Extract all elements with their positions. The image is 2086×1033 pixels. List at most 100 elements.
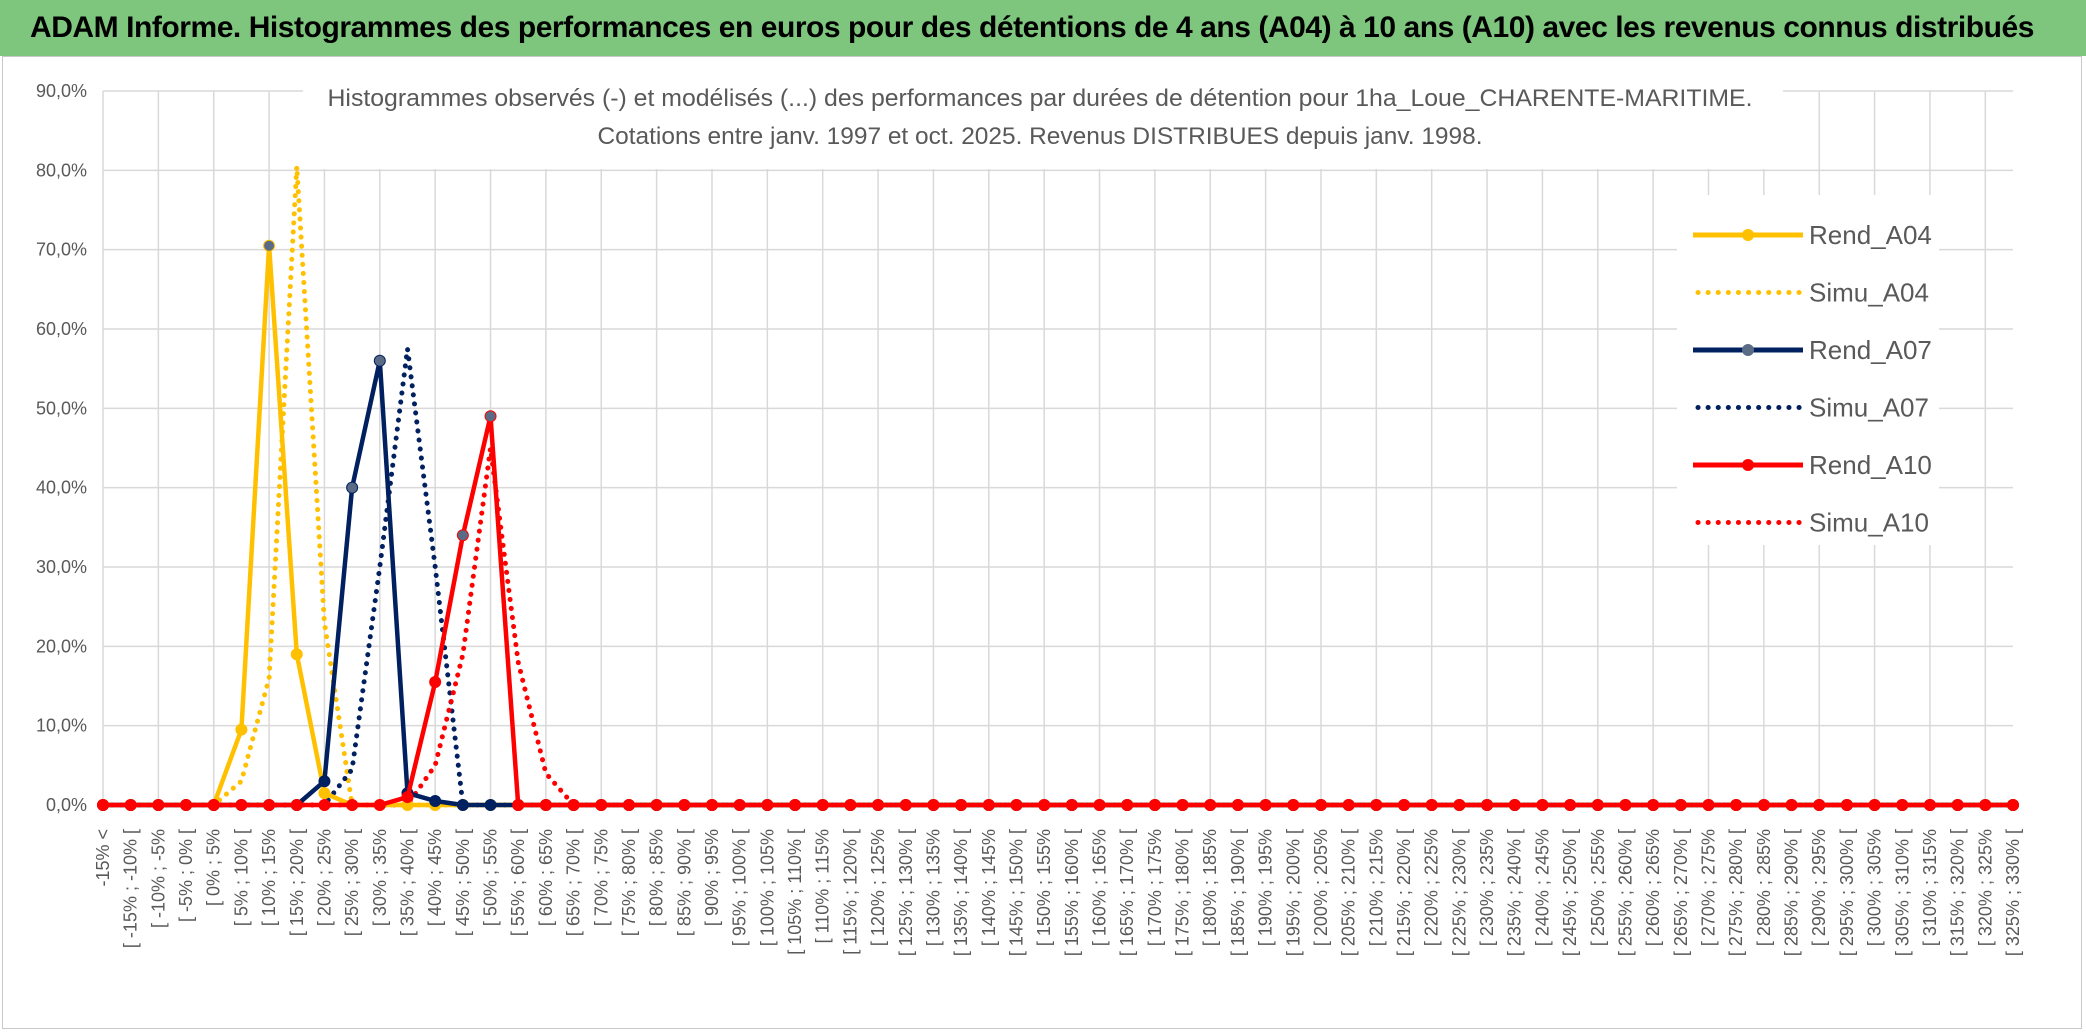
x-tick-label: [ -10% ; -5% bbox=[148, 829, 168, 928]
data-point-rend_a10 bbox=[1868, 799, 1881, 811]
data-point-rend_a10 bbox=[1370, 799, 1383, 811]
x-tick-label: [ 125% ; 130% [ bbox=[896, 829, 916, 956]
x-tick-label: [ 215% ; 220% [ bbox=[1394, 829, 1414, 956]
data-point-rend_a07 bbox=[318, 775, 331, 788]
x-tick-label: [ 25% ; 30% [ bbox=[342, 829, 362, 936]
data-point-rend_a10 bbox=[2007, 799, 2019, 811]
data-point-rend_a04 bbox=[263, 239, 276, 252]
data-point-rend_a10 bbox=[1231, 799, 1244, 811]
x-tick-label: [ 95% ; 100% [ bbox=[730, 829, 750, 946]
data-point-rend_a10 bbox=[678, 799, 691, 811]
data-point-rend_a10 bbox=[1979, 799, 1992, 811]
data-point-rend_a10 bbox=[484, 410, 497, 423]
legend-label-simu_a07: Simu_A07 bbox=[1809, 393, 1929, 423]
x-tick-label: [ 60% ; 65% bbox=[536, 829, 556, 926]
legend-label-rend_a04: Rend_A04 bbox=[1809, 220, 1932, 250]
y-tick-label: 90,0% bbox=[36, 81, 87, 101]
series-line-rend_a10 bbox=[100, 414, 2016, 808]
x-tick-label: [ 305% ; 310% [ bbox=[1892, 829, 1912, 956]
x-tick-label: [ 285% ; 290% [ bbox=[1782, 829, 1802, 956]
data-point-rend_a10 bbox=[927, 799, 940, 811]
x-tick-label: [ 315% ; 320% [ bbox=[1948, 829, 1968, 956]
data-point-rend_a10 bbox=[1314, 799, 1327, 811]
x-tick-label: [ 70% ; 75% bbox=[591, 829, 611, 926]
data-point-rend_a10 bbox=[1730, 799, 1743, 811]
x-tick-label: [ 205% ; 210% [ bbox=[1339, 829, 1359, 956]
data-point-rend_a10 bbox=[1342, 799, 1355, 811]
y-tick-label: 60,0% bbox=[36, 319, 87, 339]
x-tick-label: [ 0% ; 5% bbox=[204, 829, 224, 906]
x-tick-label: [ 90% ; 95% bbox=[702, 829, 722, 926]
data-point-rend_a10 bbox=[263, 799, 276, 811]
legend-label-simu_a04: Simu_A04 bbox=[1809, 278, 1929, 308]
x-tick-label: [ 35% ; 40% [ bbox=[397, 829, 417, 936]
x-tick-label: [ 75% ; 80% [ bbox=[619, 829, 639, 936]
x-tick-label: [ 200% ; 205% bbox=[1311, 829, 1331, 946]
x-tick-label: [ 185% ; 190% [ bbox=[1228, 829, 1248, 956]
x-tick-label: [ 325% ; 330% [ bbox=[2003, 829, 2023, 956]
data-point-rend_a10 bbox=[872, 799, 885, 811]
x-tick-label: [ 120% ; 125% bbox=[868, 829, 888, 946]
data-point-rend_a10 bbox=[373, 799, 386, 811]
y-tick-label: 20,0% bbox=[36, 636, 87, 656]
x-tick-label: [ 210% ; 215% bbox=[1366, 829, 1386, 946]
data-point-rend_a10 bbox=[1453, 799, 1466, 811]
chart-title-area: Histogrammes observés (-) et modélisés (… bbox=[303, 63, 1783, 169]
x-tick-label: [ 275% ; 280% [ bbox=[1726, 829, 1746, 956]
data-point-rend_a10 bbox=[899, 799, 912, 811]
legend-marker-rend_a07 bbox=[1742, 344, 1754, 356]
data-point-rend_a10 bbox=[1287, 799, 1300, 811]
data-point-rend_a10 bbox=[1591, 799, 1604, 811]
x-tick-label: [ 180% ; 185% bbox=[1200, 829, 1220, 946]
data-point-rend_a10 bbox=[1259, 799, 1272, 811]
x-tick-label: [ 10% ; 15% bbox=[259, 829, 279, 926]
x-tick-label: [ 255% ; 260% [ bbox=[1615, 829, 1635, 956]
data-point-rend_a10 bbox=[1923, 799, 1936, 811]
x-tick-label: [ 270% ; 275% bbox=[1699, 829, 1719, 946]
x-tick-label: [ 170% ; 175% bbox=[1145, 829, 1165, 946]
x-tick-label: [ 110% ; 115% bbox=[813, 829, 833, 943]
data-point-rend_a10 bbox=[346, 799, 359, 811]
data-point-rend_a10 bbox=[955, 799, 968, 811]
legend-label-simu_a10: Simu_A10 bbox=[1809, 508, 1929, 538]
x-tick-label: [ 175% ; 180% [ bbox=[1173, 829, 1193, 956]
y-axis-tick-labels: 0,0% 10,0% 20,0% 30,0% 40,0% 50,0% 60,0% 70,0% 8… bbox=[36, 81, 87, 815]
data-point-rend_a10 bbox=[650, 799, 663, 811]
x-tick-label: [ 65% ; 70% [ bbox=[564, 829, 584, 936]
chart-frame: 0,0% 10,0% 20,0% 30,0% 40,0% 50,0% 60,0% 70,0% 8… bbox=[2, 56, 2082, 1029]
x-tick-label: [ 30% ; 35% bbox=[370, 829, 390, 926]
data-point-rend_a10 bbox=[1674, 799, 1687, 811]
x-tick-label: [ 250% ; 255% bbox=[1588, 829, 1608, 946]
report-title: ADAM Informe. Histogrammes des performan… bbox=[30, 11, 2034, 44]
x-tick-label: [ 85% ; 90% [ bbox=[674, 829, 694, 936]
data-point-rend_a10 bbox=[1757, 799, 1770, 811]
data-point-rend_a10 bbox=[1785, 799, 1798, 811]
x-tick-label: [ -5% ; 0% [ bbox=[176, 829, 196, 922]
data-point-rend_a10 bbox=[1508, 799, 1521, 811]
data-point-rend_a10 bbox=[512, 799, 525, 811]
chart-subtitle: Cotations entre janv. 1997 et oct. 2025.… bbox=[598, 123, 1483, 150]
y-tick-label: 50,0% bbox=[36, 398, 87, 418]
data-point-rend_a10 bbox=[1204, 799, 1217, 811]
x-tick-label: [ 160% ; 165% bbox=[1090, 829, 1110, 946]
x-tick-label: [ 310% ; 315% bbox=[1920, 829, 1940, 946]
x-tick-label: [ 230% ; 235% bbox=[1477, 829, 1497, 946]
y-tick-label: 10,0% bbox=[36, 716, 87, 736]
data-point-rend_a10 bbox=[1176, 799, 1189, 811]
x-tick-label: [ 5% ; 10% [ bbox=[231, 829, 251, 926]
x-tick-label: [ 40% ; 45% bbox=[425, 829, 445, 926]
x-tick-label: [ 55% ; 60% [ bbox=[508, 829, 528, 936]
data-point-rend_a10 bbox=[761, 799, 774, 811]
data-point-rend_a10 bbox=[152, 799, 165, 811]
data-point-rend_a10 bbox=[539, 799, 552, 811]
x-tick-label: [ 260% ; 265% bbox=[1643, 829, 1663, 946]
data-point-rend_a10 bbox=[1564, 799, 1577, 811]
series-line-simu_a10 bbox=[100, 445, 2016, 808]
legend-marker-rend_a10 bbox=[1742, 459, 1754, 471]
data-point-rend_a10 bbox=[1840, 799, 1853, 811]
data-point-rend_a10 bbox=[1038, 799, 1051, 811]
x-tick-label: [ 115% ; 120% [ bbox=[840, 829, 860, 955]
x-tick-label: [ 240% ; 245% bbox=[1532, 829, 1552, 946]
x-tick-label: [ 150% ; 155% bbox=[1034, 829, 1054, 946]
x-tick-label: [ 165% ; 170% [ bbox=[1117, 829, 1137, 956]
